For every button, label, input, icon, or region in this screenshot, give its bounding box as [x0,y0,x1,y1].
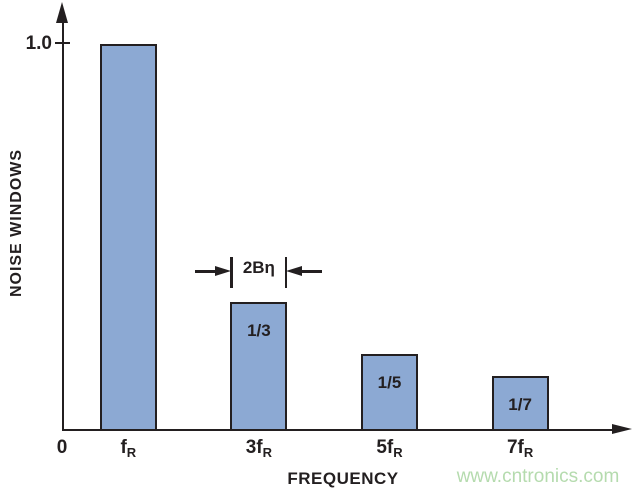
annotation-right-boundary-line [284,257,288,288]
annotation-right-arrow-icon [286,266,303,277]
bar-value-label: 1/5 [377,373,402,392]
x-tick-label: 3fR [245,437,273,460]
x-axis-arrow-icon [612,424,632,435]
y-tick-label: 1.0 [25,33,52,54]
y-axis-line [61,18,64,431]
annotation-left-arrow-tail [195,270,218,273]
bar: 1/5 [361,354,418,431]
bar: 1/7 [491,376,549,431]
annotation-right-arrow-tail [300,270,323,273]
x-tick-label: fR [120,437,137,460]
bar-value-label: 1/3 [247,321,271,340]
x-tick-label: 5fR [376,437,403,460]
annotation-label: 2Bη [242,258,275,277]
bar-value-label: 1/7 [508,395,532,414]
origin-label: 0 [56,437,68,458]
annotation-left-arrow-icon [215,266,232,277]
x-axis-line [62,428,613,431]
bar: 1/3 [230,302,288,431]
y-axis-tick [55,41,70,45]
bar [99,44,157,431]
x-axis-title: FREQUENCY [287,469,399,488]
y-axis-title: NOISE WINDOWS [8,148,25,298]
x-tick-label: 7fR [506,437,534,460]
annotation-left-boundary-line [230,257,233,288]
watermark-text: www.cntronics.com [456,466,620,487]
y-axis-arrow-icon [56,2,69,23]
